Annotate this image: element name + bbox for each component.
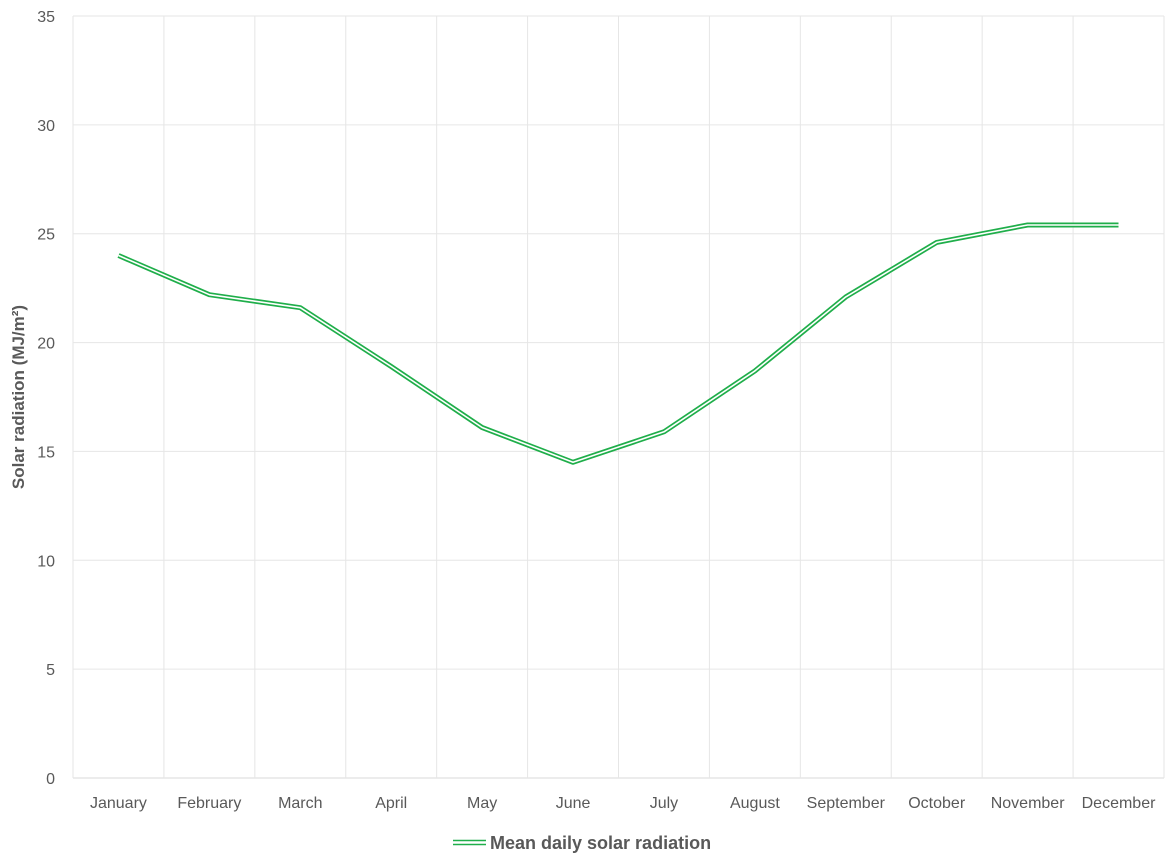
y-tick-label: 25 xyxy=(37,227,55,244)
x-tick-label: August xyxy=(730,795,780,812)
y-tick-label: 20 xyxy=(37,336,55,353)
x-tick-label: November xyxy=(991,795,1065,812)
legend-label: Mean daily solar radiation xyxy=(490,833,711,853)
x-tick-label: December xyxy=(1082,795,1156,812)
y-axis-ticks: 0 5 10 15 20 25 30 35 xyxy=(37,9,55,788)
gridlines xyxy=(73,16,1164,778)
y-tick-label: 0 xyxy=(46,771,55,788)
legend-swatch xyxy=(453,841,486,845)
y-axis-label: Solar radiation (MJ/m²) xyxy=(9,305,28,489)
x-tick-label: June xyxy=(556,795,591,812)
legend: Mean daily solar radiation xyxy=(453,833,711,853)
x-tick-label: February xyxy=(177,795,241,812)
x-tick-label: July xyxy=(650,795,678,812)
x-tick-label: March xyxy=(278,795,322,812)
x-tick-label: May xyxy=(467,795,497,812)
y-tick-label: 15 xyxy=(37,444,55,461)
y-tick-label: 30 xyxy=(37,118,55,135)
x-axis-ticks: January February March April May June July Augu… xyxy=(90,795,1156,812)
x-tick-label: January xyxy=(90,795,147,812)
x-tick-label: September xyxy=(807,795,886,812)
y-tick-label: 10 xyxy=(37,553,55,570)
y-tick-label: 35 xyxy=(37,9,55,26)
x-tick-label: April xyxy=(375,795,407,812)
y-tick-label: 5 xyxy=(46,662,55,679)
x-tick-label: October xyxy=(908,795,966,812)
